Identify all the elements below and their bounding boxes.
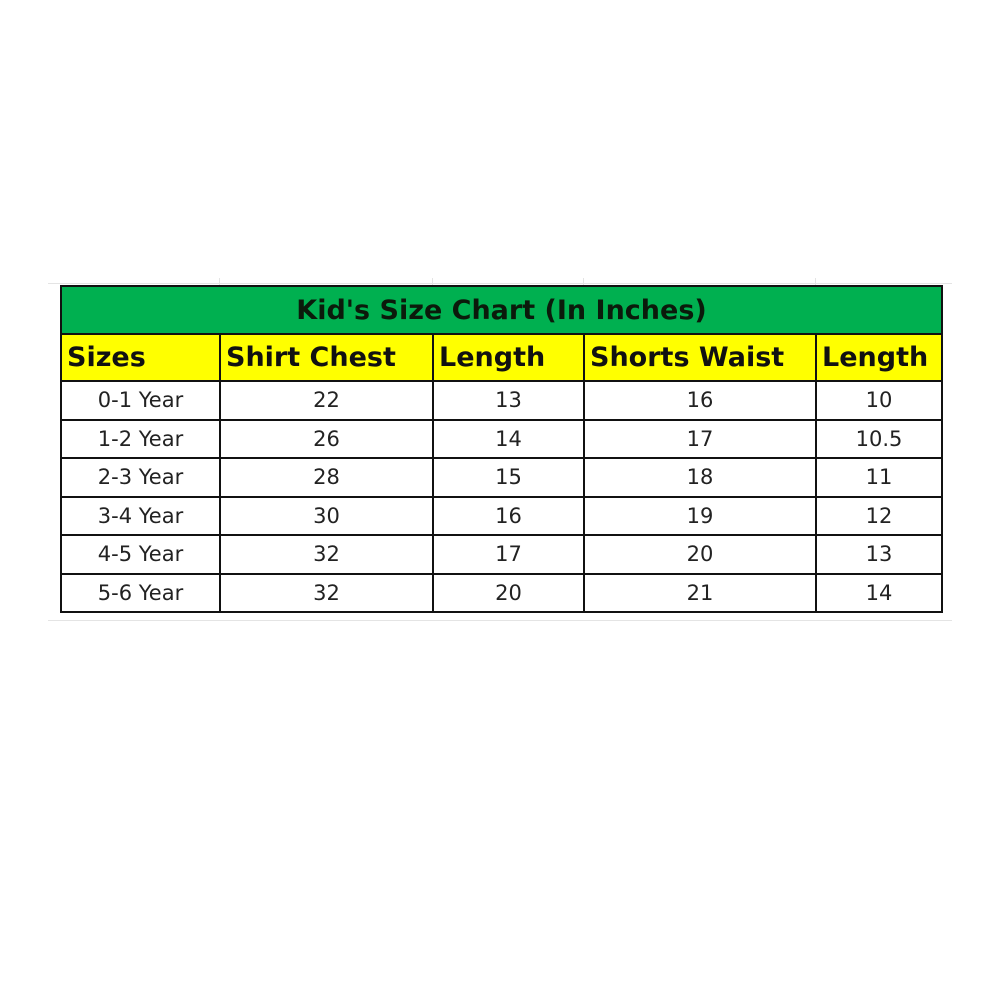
title-row: Kid's Size Chart (In Inches) (59, 285, 944, 335)
table-cell: 2-3 Year (60, 457, 221, 498)
table-cell: 3-4 Year (60, 495, 221, 536)
size-chart-table: Kid's Size Chart (In Inches) Sizes Shirt … (59, 285, 944, 613)
table-cell: 20 (583, 534, 817, 575)
column-header: Sizes (60, 333, 221, 382)
column-header: Length (814, 333, 944, 382)
gridline (219, 278, 220, 286)
column-header: Shirt Chest (219, 333, 434, 382)
gridline (48, 620, 952, 621)
table-cell: 13 (432, 380, 585, 421)
gridline (583, 278, 584, 286)
table-cell: 14 (814, 572, 944, 613)
column-header: Shorts Waist (583, 333, 817, 382)
table-cell: 17 (432, 534, 585, 575)
gridline (432, 278, 433, 286)
column-header: Length (432, 333, 585, 382)
table-row: 1-2 Year 26 14 17 10.5 (60, 418, 944, 459)
table-cell: 16 (432, 495, 585, 536)
table-cell: 12 (814, 495, 944, 536)
gridline (815, 278, 816, 286)
table-cell: 21 (583, 572, 817, 613)
gridline (48, 283, 952, 284)
table-cell: 30 (219, 495, 434, 536)
table-cell: 15 (432, 457, 585, 498)
table-cell: 19 (583, 495, 817, 536)
table-cell: 28 (219, 457, 434, 498)
table-row: 5-6 Year 32 20 21 14 (60, 572, 944, 613)
table-cell: 18 (583, 457, 817, 498)
table-cell: 16 (583, 380, 817, 421)
table-title: Kid's Size Chart (In Inches) (59, 285, 944, 335)
table-cell: 10 (814, 380, 944, 421)
table-row: 0-1 Year 22 13 16 10 (60, 380, 944, 421)
table-row: 3-4 Year 30 16 19 12 (60, 495, 944, 536)
table-cell: 17 (583, 418, 817, 459)
table-cell: 1-2 Year (60, 418, 221, 459)
table-cell: 14 (432, 418, 585, 459)
table-cell: 13 (814, 534, 944, 575)
table-cell: 10.5 (814, 418, 944, 459)
table-cell: 5-6 Year (60, 572, 221, 613)
table-row: 2-3 Year 28 15 18 11 (60, 457, 944, 498)
header-row: Sizes Shirt Chest Length Shorts Waist Length (60, 333, 944, 382)
table-cell: 4-5 Year (60, 534, 221, 575)
table-row: 4-5 Year 32 17 20 13 (60, 534, 944, 575)
table-cell: 20 (432, 572, 585, 613)
table-cell: 0-1 Year (60, 380, 221, 421)
table-cell: 26 (219, 418, 434, 459)
table-cell: 22 (219, 380, 434, 421)
table-cell: 11 (814, 457, 944, 498)
table-cell: 32 (219, 534, 434, 575)
table-cell: 32 (219, 572, 434, 613)
